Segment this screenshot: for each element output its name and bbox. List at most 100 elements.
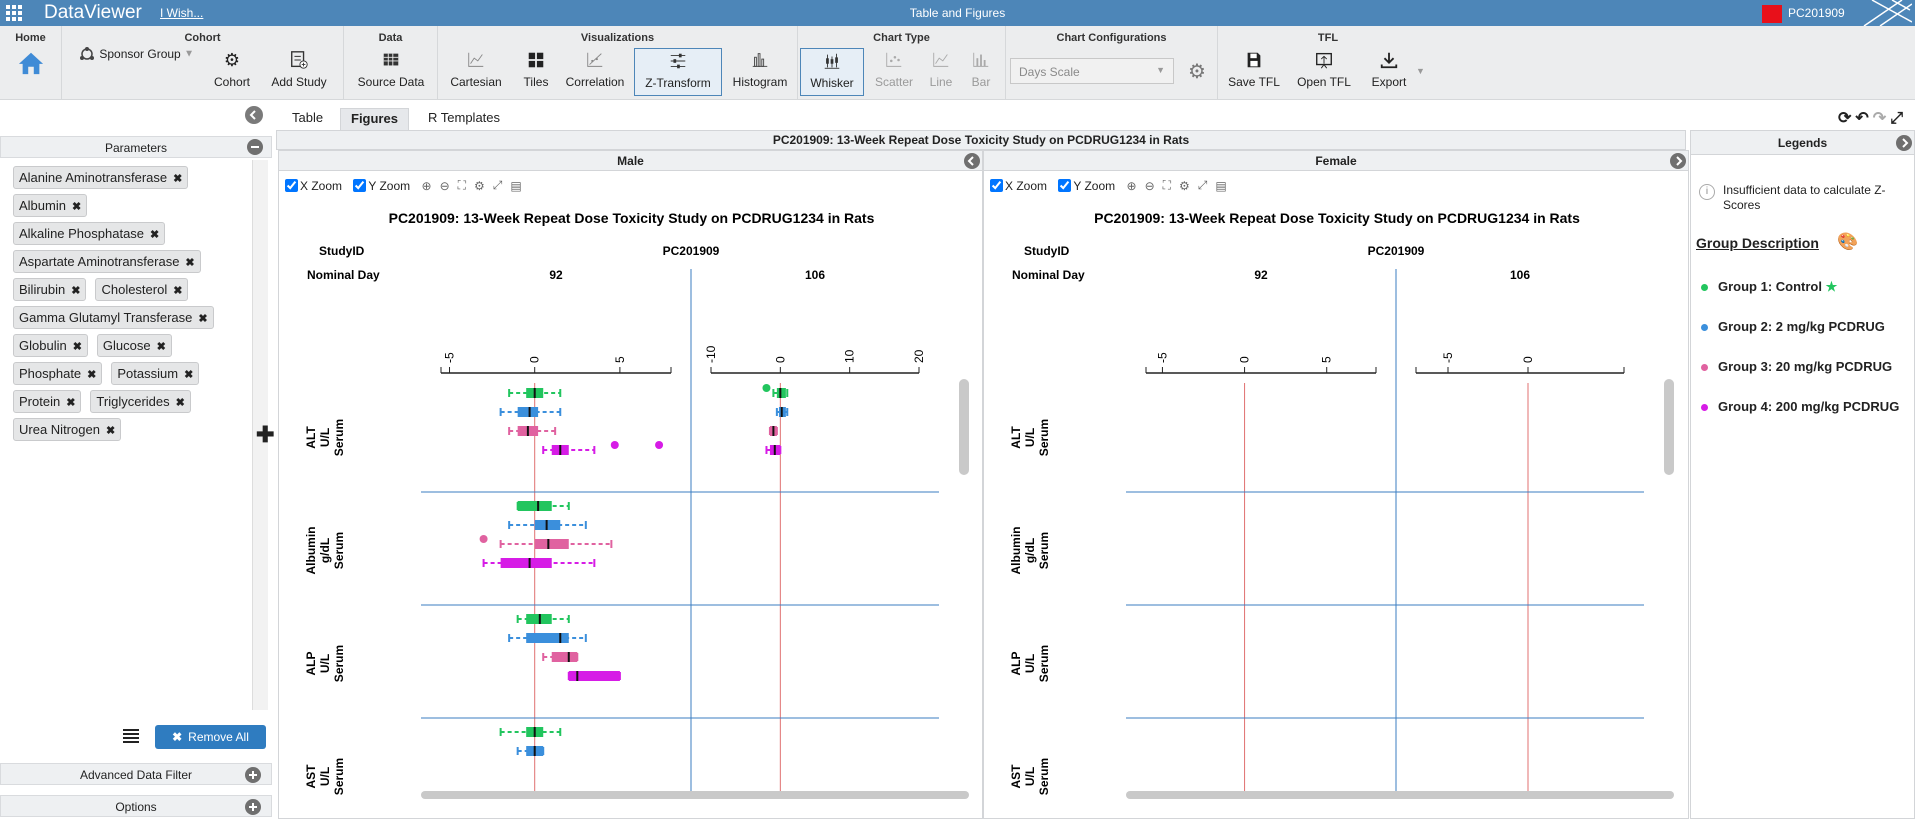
- remove-chip-icon[interactable]: ✖: [71, 201, 82, 213]
- parameter-chip[interactable]: Alanine Aminotransferase ✖: [13, 166, 189, 189]
- tab-figures[interactable]: Figures: [340, 108, 409, 130]
- parameter-row-label: ALT: [1009, 426, 1023, 449]
- legend-item[interactable]: Group 2: 2 mg/kg PCDRUG: [1701, 319, 1885, 334]
- zoom-out-icon[interactable]: ⊖: [1144, 178, 1155, 193]
- y-zoom-checkbox[interactable]: [1058, 179, 1072, 193]
- parameter-chip[interactable]: Albumin ✖: [13, 194, 88, 217]
- legend-item[interactable]: Group 1: Control ★: [1701, 279, 1837, 295]
- remove-chip-icon[interactable]: ✖: [87, 369, 97, 381]
- home-button[interactable]: [16, 48, 46, 96]
- tab-r-templates[interactable]: R Templates: [428, 110, 501, 125]
- parameter-chip[interactable]: Phosphate ✖: [13, 362, 103, 385]
- parameter-chip[interactable]: Triglycerides ✖: [90, 390, 191, 413]
- cohort-button[interactable]: ⚙ Cohort: [214, 48, 250, 96]
- expand-icon[interactable]: ⤢: [1890, 110, 1907, 127]
- remove-chip-icon[interactable]: ✖: [156, 341, 166, 353]
- bar-chart-icon: [973, 52, 989, 67]
- source-data-button[interactable]: Source Data: [352, 48, 430, 96]
- tiles-button[interactable]: Tiles: [518, 48, 554, 96]
- parameter-chip[interactable]: Protein ✖: [13, 390, 82, 413]
- table-icon[interactable]: ▤: [1215, 178, 1227, 193]
- parameter-chip[interactable]: Alkaline Phosphatase ✖: [13, 222, 166, 245]
- remove-chip-icon[interactable]: ✖: [71, 285, 81, 297]
- settings-gear-icon[interactable]: ⚙: [1188, 61, 1206, 83]
- fullscreen-icon[interactable]: ⤢: [492, 178, 503, 193]
- apps-grid-icon[interactable]: [6, 5, 22, 21]
- collapse-left-icon[interactable]: [245, 106, 263, 124]
- collapse-right-icon[interactable]: [1896, 135, 1912, 151]
- parameter-chip[interactable]: Bilirubin ✖: [13, 278, 87, 301]
- male-whisker-chart[interactable]: PC201909: 13-Week Repeat Dose Toxicity S…: [279, 199, 983, 799]
- x-zoom-checkbox[interactable]: [285, 179, 298, 193]
- advanced-filter-header[interactable]: Advanced Data Filter: [0, 763, 272, 785]
- parameters-scrollbar[interactable]: [252, 160, 268, 710]
- cartesian-button[interactable]: Cartesian: [446, 48, 506, 96]
- days-scale-select[interactable]: Days Scale ▼: [1010, 58, 1174, 84]
- remove-chip-icon[interactable]: ✖: [173, 285, 183, 297]
- undo-icon[interactable]: ↶: [1855, 110, 1873, 127]
- refresh-icon[interactable]: ⟳: [1837, 110, 1856, 127]
- remove-chip-icon[interactable]: ✖: [66, 397, 76, 409]
- parameter-chip[interactable]: Cholesterol ✖: [95, 278, 189, 301]
- parameter-chip[interactable]: Aspartate Aminotransferase ✖: [13, 250, 201, 273]
- line-button[interactable]: Line: [924, 48, 958, 96]
- fit-icon[interactable]: ⛶: [1162, 178, 1172, 193]
- zoom-in-icon[interactable]: ⊕: [1126, 178, 1137, 193]
- parameter-chip[interactable]: Globulin ✖: [13, 334, 88, 357]
- remove-chip-icon[interactable]: ✖: [198, 313, 208, 325]
- bar-button[interactable]: Bar: [964, 48, 998, 96]
- correlation-button[interactable]: Correlation: [562, 48, 628, 96]
- options-header[interactable]: Options: [0, 795, 272, 817]
- collapse-right-icon[interactable]: [1670, 153, 1686, 169]
- remove-chip-icon[interactable]: ✖: [105, 425, 116, 437]
- expand-plus-icon[interactable]: [245, 799, 261, 815]
- remove-chip-icon[interactable]: ✖: [184, 369, 194, 381]
- parameter-chip-label: Albumin: [19, 198, 66, 213]
- remove-chip-icon[interactable]: ✖: [173, 173, 183, 185]
- parameter-chip[interactable]: Gamma Glutamyl Transferase ✖: [13, 306, 214, 329]
- remove-chip-icon[interactable]: ✖: [150, 229, 160, 241]
- zoom-in-icon[interactable]: ⊕: [421, 178, 432, 193]
- zoom-out-icon[interactable]: ⊖: [439, 178, 450, 193]
- add-study-button[interactable]: Add Study: [268, 48, 330, 96]
- scatter-button[interactable]: Scatter: [872, 48, 916, 96]
- remove-chip-icon[interactable]: ✖: [175, 397, 185, 409]
- whisker-button[interactable]: Whisker: [800, 48, 864, 96]
- chevron-down-icon[interactable]: ▼: [1416, 66, 1425, 76]
- parameters-header[interactable]: Parameters: [0, 136, 272, 158]
- parameter-chip[interactable]: Potassium ✖: [111, 362, 200, 385]
- female-whisker-chart[interactable]: PC201909: 13-Week Repeat Dose Toxicity S…: [984, 199, 1689, 799]
- vertical-scroll-thumb: [1664, 379, 1674, 475]
- export-button[interactable]: Export: [1366, 48, 1412, 96]
- open-tfl-button[interactable]: Open TFL: [1294, 48, 1354, 96]
- parameter-chip[interactable]: Urea Nitrogen ✖: [13, 418, 122, 441]
- z-transform-button[interactable]: Z-Transform: [634, 48, 722, 96]
- list-icon[interactable]: [122, 727, 140, 745]
- remove-all-button[interactable]: ✖ Remove All: [155, 725, 266, 749]
- redo-icon[interactable]: ↷: [1872, 110, 1891, 127]
- remove-chip-icon[interactable]: ✖: [72, 341, 82, 353]
- parameter-chip-label: Aspartate Aminotransferase: [19, 254, 180, 269]
- tab-table[interactable]: Table: [292, 110, 324, 125]
- save-tfl-button[interactable]: Save TFL: [1224, 48, 1284, 96]
- fit-icon[interactable]: ⛶: [457, 178, 467, 193]
- collapse-left-icon[interactable]: [964, 153, 980, 169]
- horizontal-scroll-thumb: [421, 791, 969, 799]
- histogram-button[interactable]: Histogram: [728, 48, 792, 96]
- parameter-chip[interactable]: Glucose ✖: [96, 334, 172, 357]
- wish-link[interactable]: I Wish...: [160, 6, 204, 20]
- remove-chip-icon[interactable]: ✖: [185, 257, 195, 269]
- x-zoom-checkbox[interactable]: [990, 179, 1003, 193]
- fullscreen-icon[interactable]: ⤢: [1197, 178, 1208, 193]
- legend-item[interactable]: Group 4: 200 mg/kg PCDRUG: [1701, 399, 1899, 414]
- collapse-minus-icon[interactable]: [247, 139, 263, 155]
- y-zoom-checkbox[interactable]: [353, 179, 367, 193]
- table-icon[interactable]: ▤: [510, 178, 522, 193]
- expand-plus-icon[interactable]: [245, 767, 261, 783]
- sponsor-group-dropdown[interactable]: Sponsor Group ▼: [78, 46, 208, 94]
- gear-icon[interactable]: ⚙: [1179, 178, 1190, 193]
- add-parameter-icon[interactable]: ✚: [256, 422, 275, 447]
- palette-icon[interactable]: 🎨: [1837, 232, 1859, 251]
- gear-icon[interactable]: ⚙: [474, 178, 485, 193]
- legend-item[interactable]: Group 3: 20 mg/kg PCDRUG: [1701, 359, 1892, 374]
